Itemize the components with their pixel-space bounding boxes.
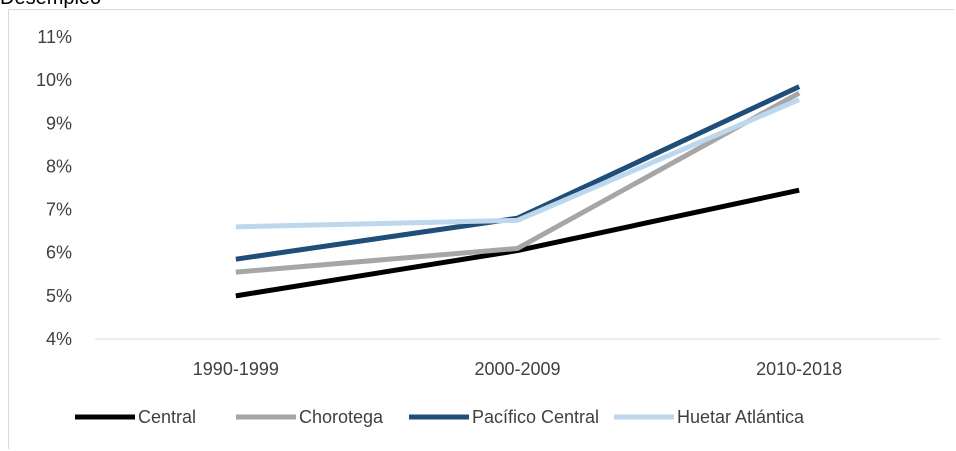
x-axis-ticks: 1990-1999 2000-2009 2010-2018 [193, 359, 842, 379]
y-axis-ticks: 4% 5% 6% 7% 8% 9% 10% 11% [36, 27, 72, 349]
y-tick-label: 8% [46, 156, 72, 176]
chart-frame [8, 9, 954, 449]
y-tick-label: 4% [46, 329, 72, 349]
series-lines [235, 84, 801, 299]
chart-title: Desempleo [0, 0, 101, 10]
legend-label: Huetar Atlántica [677, 407, 805, 427]
y-tick-label: 7% [46, 200, 72, 220]
x-tick-label: 2000-2009 [474, 359, 560, 379]
series-line-huetar-atl-ntica [235, 97, 801, 230]
y-tick-label: 9% [46, 113, 72, 133]
y-tick-label: 6% [46, 243, 72, 263]
legend-label: Pacífico Central [472, 407, 599, 427]
x-tick-label: 1990-1999 [193, 359, 279, 379]
legend-label: Chorotega [299, 407, 384, 427]
y-tick-label: 11% [37, 27, 72, 47]
legend-label: Central [138, 407, 196, 427]
y-tick-label: 10% [36, 70, 72, 90]
x-tick-label: 2010-2018 [756, 359, 842, 379]
legend: Central Chorotega Pacífico Central Huetar A… [75, 407, 805, 427]
series-line-chorotega [235, 90, 801, 275]
y-tick-label: 5% [46, 286, 72, 306]
